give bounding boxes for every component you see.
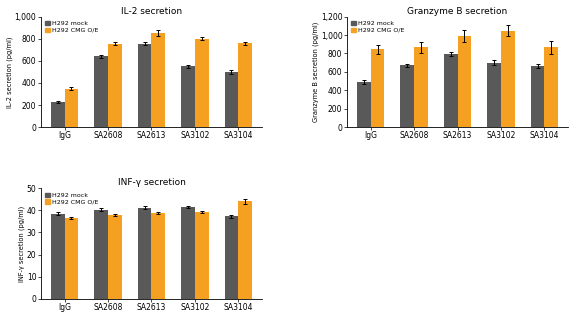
Bar [195,212,209,299]
Bar [238,202,252,299]
Bar [224,72,238,127]
Bar [400,65,414,127]
Bar [444,54,458,127]
Bar [371,49,385,127]
Bar [151,213,165,299]
Bar [181,66,195,127]
Title: INF-γ secretion: INF-γ secretion [118,178,186,187]
Bar [137,208,151,299]
Bar [487,63,501,127]
Y-axis label: Granzyme B secretion (pg/ml): Granzyme B secretion (pg/ml) [313,22,320,122]
Bar [94,210,108,299]
Bar [195,39,209,127]
Y-axis label: INF-γ secretion (pg/ml): INF-γ secretion (pg/ml) [19,205,26,282]
Bar [224,216,238,299]
Bar [357,82,371,127]
Y-axis label: IL-2 secretion (pg/ml): IL-2 secretion (pg/ml) [7,36,13,108]
Bar [64,89,78,127]
Bar [50,102,64,127]
Bar [137,44,151,127]
Bar [458,36,472,127]
Bar [501,31,515,127]
Bar [414,47,428,127]
Bar [108,44,122,127]
Bar [94,56,108,127]
Bar [64,218,78,299]
Title: IL-2 secretion: IL-2 secretion [121,7,182,16]
Legend: H292 mock, H292 CMG O/E: H292 mock, H292 CMG O/E [44,191,100,206]
Bar [108,215,122,299]
Bar [545,47,559,127]
Bar [151,33,165,127]
Title: Granzyme B secretion: Granzyme B secretion [407,7,508,16]
Bar [531,66,545,127]
Legend: H292 mock, H292 CMG O/E: H292 mock, H292 CMG O/E [44,20,100,34]
Bar [181,207,195,299]
Bar [50,213,64,299]
Bar [238,43,252,127]
Legend: H292 mock, H292 CMG O/E: H292 mock, H292 CMG O/E [350,20,405,34]
